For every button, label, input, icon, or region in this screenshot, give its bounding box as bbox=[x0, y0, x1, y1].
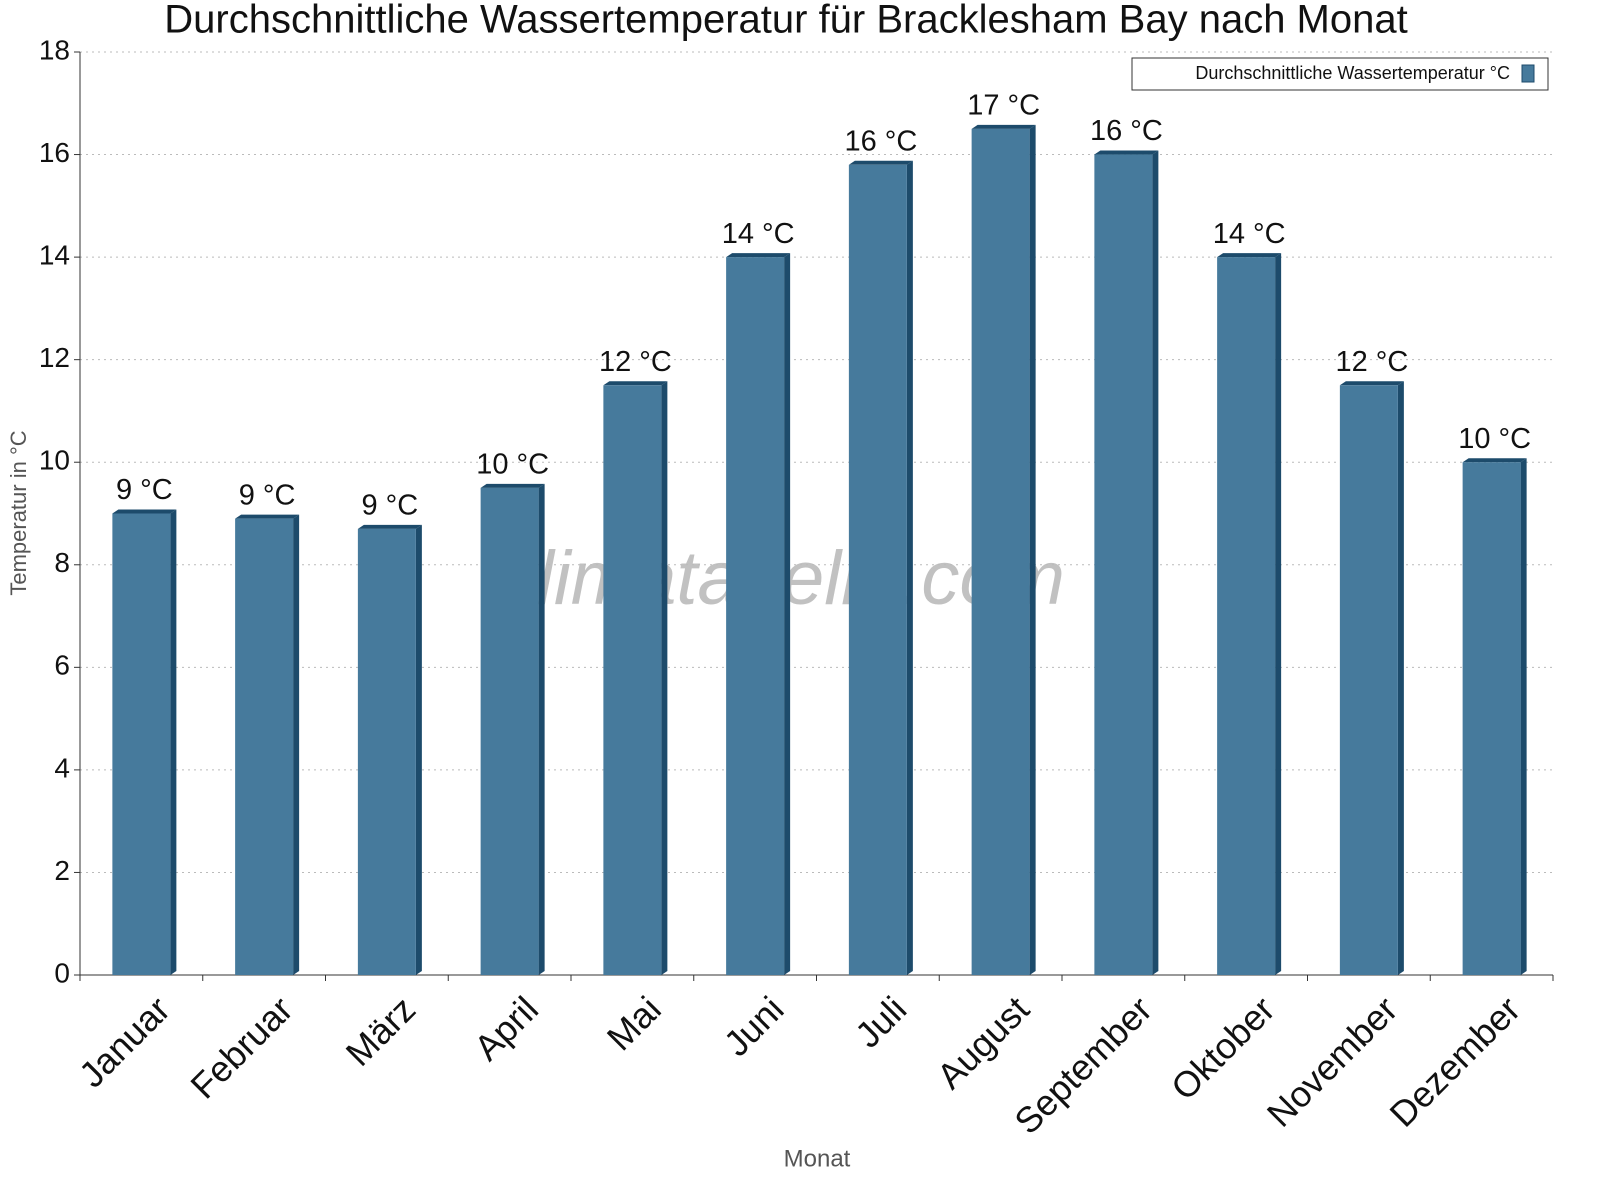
value-label: 12 °C bbox=[599, 346, 672, 378]
bar bbox=[726, 257, 785, 976]
x-tick-label: Oktober bbox=[1163, 988, 1283, 1108]
bar-top bbox=[1339, 381, 1404, 386]
bar-top bbox=[1462, 458, 1527, 463]
y-tick-label: 0 bbox=[54, 957, 70, 988]
bar-side bbox=[1029, 124, 1036, 975]
bar-top bbox=[971, 124, 1036, 129]
bar-top bbox=[112, 509, 177, 514]
bar-side bbox=[415, 524, 422, 975]
legend-label: Durchschnittliche Wassertemperatur °C bbox=[1195, 63, 1510, 83]
bar bbox=[480, 487, 539, 975]
value-label: 16 °C bbox=[1090, 115, 1163, 147]
bar-top bbox=[235, 514, 300, 519]
y-tick-label: 14 bbox=[39, 240, 70, 271]
bar-top bbox=[848, 160, 913, 165]
bar-side bbox=[661, 381, 668, 975]
bar bbox=[357, 528, 416, 975]
legend-swatch bbox=[1521, 64, 1535, 83]
x-tick-label: Juni bbox=[716, 988, 792, 1064]
value-label: 14 °C bbox=[722, 218, 795, 250]
bar-top bbox=[1094, 150, 1159, 155]
bar bbox=[1462, 462, 1521, 975]
value-label: 9 °C bbox=[362, 490, 419, 522]
bar-top bbox=[480, 483, 545, 488]
y-tick-label: 4 bbox=[54, 752, 70, 783]
bar bbox=[848, 164, 907, 976]
value-label: 12 °C bbox=[1335, 346, 1408, 378]
bar-side bbox=[293, 514, 300, 975]
bar-top bbox=[1217, 253, 1282, 258]
value-label: 9 °C bbox=[239, 479, 296, 511]
bar-side bbox=[1520, 458, 1527, 975]
bar-top bbox=[726, 253, 791, 258]
y-tick-label: 16 bbox=[39, 137, 70, 168]
x-tick-label: November bbox=[1259, 988, 1405, 1134]
x-tick-label: Mai bbox=[599, 988, 669, 1058]
y-axis-label: Temperatur in °C bbox=[6, 430, 31, 595]
x-tick-label: März bbox=[338, 988, 424, 1074]
bar bbox=[1339, 385, 1398, 975]
y-tick-label: 6 bbox=[54, 650, 70, 681]
bar bbox=[1217, 257, 1276, 976]
legend-box bbox=[1131, 57, 1549, 91]
y-tick-label: 10 bbox=[39, 445, 70, 476]
bar-side bbox=[170, 509, 177, 975]
y-tick-label: 2 bbox=[54, 855, 70, 886]
y-tick-label: 18 bbox=[39, 34, 70, 65]
bar-side bbox=[906, 160, 913, 976]
bar-side bbox=[1152, 150, 1159, 976]
x-tick-label: August bbox=[929, 988, 1037, 1096]
x-tick-label: Dezember bbox=[1382, 988, 1528, 1134]
bar bbox=[1094, 154, 1153, 976]
bar-side bbox=[784, 253, 791, 976]
value-label: 9 °C bbox=[116, 474, 173, 506]
value-label: 14 °C bbox=[1213, 218, 1286, 250]
bar-side bbox=[538, 483, 545, 975]
x-tick-label: Februar bbox=[182, 988, 300, 1106]
bar bbox=[971, 128, 1030, 975]
bar-side bbox=[1275, 253, 1282, 976]
value-label: 10 °C bbox=[476, 449, 549, 481]
y-tick-label: 12 bbox=[39, 342, 70, 373]
bar bbox=[112, 513, 171, 975]
value-label: 16 °C bbox=[844, 125, 917, 157]
bar-top bbox=[603, 381, 668, 386]
x-axis-label: Monat bbox=[784, 1145, 851, 1172]
bar bbox=[603, 385, 662, 975]
bar-side bbox=[1397, 381, 1404, 975]
x-tick-label: Juli bbox=[847, 988, 914, 1055]
value-label: 17 °C bbox=[967, 90, 1040, 122]
bar-top bbox=[357, 524, 422, 529]
x-tick-label: April bbox=[466, 988, 546, 1068]
y-tick-label: 8 bbox=[54, 547, 70, 578]
x-tick-label: Januar bbox=[71, 988, 178, 1095]
chart-title: Durchschnittliche Wassertemperatur für B… bbox=[164, 0, 1407, 42]
value-label: 10 °C bbox=[1458, 423, 1531, 455]
bar bbox=[235, 518, 294, 975]
